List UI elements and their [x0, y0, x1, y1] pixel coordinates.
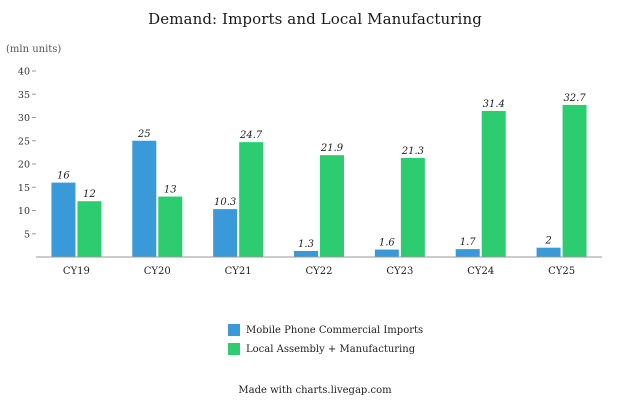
legend-label-imports: Mobile Phone Commercial Imports	[246, 324, 424, 336]
data-label-imports-cy25: 2	[544, 236, 551, 247]
footer-credit[interactable]: Made with charts.livegap.com	[238, 385, 392, 396]
data-label-imports-cy24: 1.7	[460, 237, 477, 248]
legend-label-local: Local Assembly + Manufacturing	[246, 343, 416, 355]
y-tick-label: 20	[18, 160, 30, 171]
data-label-imports-cy22: 1.3	[298, 239, 314, 250]
legend-item-imports[interactable]: Mobile Phone Commercial Imports	[228, 322, 423, 338]
x-tick-label: CY22	[306, 266, 333, 277]
data-label-local-cy20: 13	[164, 185, 177, 196]
bar-local-cy21[interactable]	[239, 142, 264, 257]
y-tick-label: 15	[18, 183, 30, 194]
bar-imports-cy20[interactable]	[132, 140, 157, 257]
bar-local-cy23[interactable]	[400, 157, 425, 257]
x-tick-label: CY20	[144, 266, 171, 277]
y-tick-label: 5	[24, 229, 30, 240]
bar-local-cy19[interactable]	[77, 201, 102, 257]
bar-local-cy22[interactable]	[320, 155, 344, 257]
y-axis-ticks: 5 10 15 20 25 30 35 40	[18, 67, 36, 240]
bar-local-cy24[interactable]	[481, 110, 506, 258]
y-tick-label: 30	[18, 113, 30, 124]
data-label-local-cy23: 21.3	[401, 146, 424, 157]
bar-local-cy25[interactable]	[562, 104, 587, 257]
bar-imports-cy19[interactable]	[51, 182, 76, 257]
legend-swatch-imports	[228, 324, 240, 336]
x-tick-label: CY24	[467, 266, 494, 277]
data-label-imports-cy20: 25	[137, 129, 151, 140]
data-label-local-cy25: 32.7	[563, 93, 586, 104]
y-tick-label: 25	[18, 136, 30, 147]
x-tick-label: CY23	[386, 266, 413, 277]
bar-imports-cy22[interactable]	[294, 250, 318, 257]
bar-local-cy20[interactable]	[158, 196, 183, 257]
bar-imports-cy24[interactable]	[455, 249, 480, 257]
bar-imports-cy25[interactable]	[536, 247, 561, 257]
bars	[51, 104, 587, 258]
x-tick-label: CY21	[225, 266, 252, 277]
data-label-imports-cy23: 1.6	[379, 238, 396, 249]
data-label-local-cy19: 12	[83, 189, 96, 200]
bar-imports-cy21[interactable]	[213, 209, 238, 257]
legend-swatch-local	[228, 343, 240, 355]
data-label-local-cy24: 31.4	[483, 99, 505, 110]
data-label-imports-cy21: 10.3	[214, 197, 236, 208]
x-tick-label: CY25	[548, 266, 575, 277]
x-axis-ticks: CY19 CY20 CY21 CY22 CY23 CY24 CY25	[63, 266, 575, 277]
data-label-imports-cy19: 16	[57, 171, 70, 182]
data-labels: 16 12 25 13 10.3 24.7 1.3 21.9 1.6 21.3 1.7 31.4 2 32…	[57, 93, 586, 250]
bar-imports-cy23[interactable]	[374, 249, 399, 257]
x-tick-label: CY19	[63, 266, 90, 277]
chart-title: Demand: Imports and Local Manufacturing	[148, 10, 482, 28]
y-axis-unit-label: (mln units)	[6, 44, 61, 55]
legend: Mobile Phone Commercial Imports Local As…	[228, 322, 423, 360]
data-label-local-cy21: 24.7	[239, 130, 263, 141]
data-label-local-cy22: 21.9	[320, 143, 344, 154]
y-tick-label: 10	[18, 206, 30, 217]
y-tick-label: 35	[18, 90, 30, 101]
y-tick-label: 40	[18, 67, 30, 78]
legend-item-local[interactable]: Local Assembly + Manufacturing	[228, 341, 423, 357]
